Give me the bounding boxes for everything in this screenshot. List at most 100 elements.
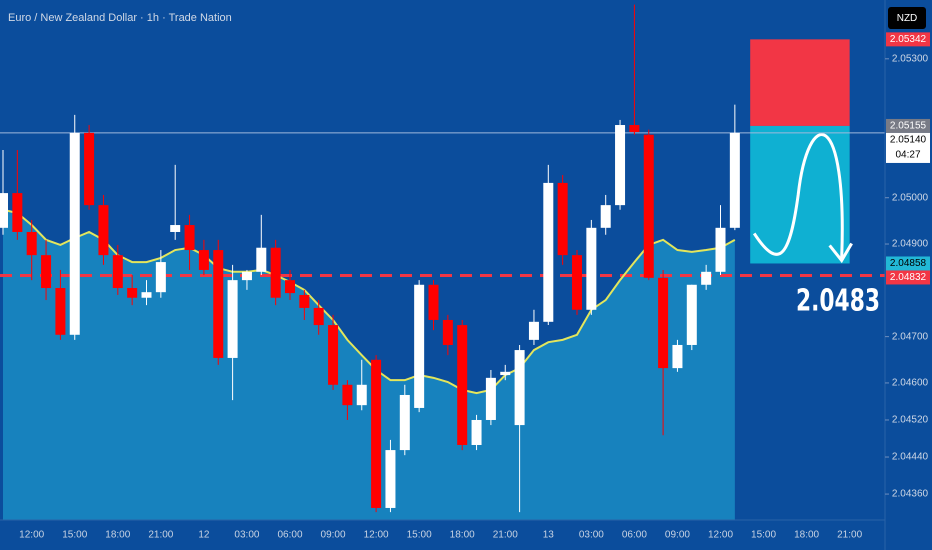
- candle-body: [112, 255, 123, 289]
- x-tick-label: 21:00: [148, 530, 173, 541]
- x-tick-label: 13: [543, 530, 555, 541]
- target-zone: [750, 125, 850, 264]
- candle-body: [241, 271, 252, 281]
- candle-body: [485, 377, 496, 420]
- price-tag: [886, 32, 930, 47]
- candle-body: [543, 182, 554, 322]
- candle-body: [69, 132, 80, 335]
- y-tick-label: 2.05000: [892, 192, 929, 203]
- candle-body: [55, 288, 66, 335]
- y-tick-label: 2.04520: [892, 415, 929, 426]
- x-tick-label: 06:00: [277, 530, 302, 541]
- candle-body: [572, 255, 582, 310]
- candle-body: [342, 384, 353, 406]
- candle-body: [615, 125, 626, 206]
- x-tick-label: 12: [198, 530, 210, 541]
- candle-body: [285, 280, 295, 294]
- price-tag: [886, 118, 930, 133]
- x-tick-label: 12:00: [708, 530, 733, 541]
- currency-button[interactable]: [888, 7, 926, 29]
- projection-arrowhead: [828, 242, 853, 264]
- candle-body: [385, 450, 396, 508]
- projection-arrow: [752, 133, 844, 259]
- candle-body: [170, 225, 181, 232]
- candle-body: [256, 247, 267, 272]
- candle-body: [629, 125, 640, 132]
- y-tick-label: 2.04900: [892, 239, 929, 250]
- candle-body: [715, 227, 726, 272]
- candle-body: [528, 321, 539, 340]
- x-tick-label: 09:00: [665, 530, 690, 541]
- candle-body: [672, 344, 683, 369]
- candle-body: [184, 225, 195, 251]
- currency-label[interactable]: NZD: [897, 13, 918, 24]
- candle-body: [141, 292, 152, 298]
- plot-area: [0, 4, 885, 520]
- x-tick-label: 21:00: [493, 530, 518, 541]
- price-tag: [886, 132, 930, 163]
- candle-body: [98, 205, 109, 256]
- y-tick-label: 2.04360: [892, 489, 929, 500]
- ma-line: [2, 208, 736, 395]
- x-tick-label: 18:00: [105, 530, 130, 541]
- price-tag-label: 2.04832: [890, 272, 927, 283]
- ma-area: [3, 209, 735, 520]
- countdown: 04:27: [895, 150, 920, 161]
- candle-body: [658, 277, 669, 369]
- stop-zone: [750, 39, 850, 126]
- price-tag-label: 2.05342: [890, 34, 927, 45]
- price-tag-label: 2.05140: [890, 135, 927, 146]
- candle-body: [12, 193, 23, 232]
- candle-body: [198, 250, 209, 270]
- x-tick-label: 15:00: [751, 530, 776, 541]
- candle-body: [399, 394, 410, 451]
- candle-body: [299, 294, 310, 308]
- candle-body: [686, 284, 697, 345]
- candle-body: [500, 371, 511, 376]
- x-tick-label: 12:00: [19, 530, 44, 541]
- candle-body: [514, 350, 525, 426]
- candle-body: [414, 284, 425, 408]
- candle-body: [26, 231, 37, 256]
- x-tick-label: 12:00: [364, 530, 389, 541]
- y-tick-label: 2.04440: [892, 452, 929, 463]
- candle-body: [127, 288, 138, 298]
- candle-body: [227, 280, 238, 358]
- candle-body: [0, 193, 8, 228]
- candle-body: [356, 384, 367, 406]
- candle-body: [643, 134, 654, 278]
- x-tick-label: 06:00: [622, 530, 647, 541]
- y-tick-label: 2.05300: [892, 53, 929, 64]
- annotation: 2.0483: [796, 284, 880, 319]
- y-tick-label: 2.04600: [892, 378, 929, 389]
- price-tag-label: 2.05155: [890, 121, 927, 132]
- candle-body: [371, 359, 382, 508]
- candle-body: [442, 319, 453, 345]
- candle-body: [557, 182, 568, 256]
- x-tick-label: 15:00: [407, 530, 432, 541]
- candle-body: [155, 262, 166, 293]
- x-tick-label: 21:00: [837, 530, 862, 541]
- y-tick-label: 2.04700: [892, 331, 929, 342]
- x-tick-label: 18:00: [450, 530, 475, 541]
- chart-title: Euro / New Zealand Dollar · 1h · Trade N…: [8, 12, 232, 24]
- candle-body: [701, 271, 712, 285]
- x-tick-label: 09:00: [321, 530, 346, 541]
- x-tick-label: 03:00: [234, 530, 259, 541]
- candle-body: [600, 205, 611, 228]
- price-tag-label: 2.04858: [890, 258, 927, 269]
- candle-body: [328, 325, 339, 385]
- price-tag: [886, 256, 930, 271]
- candle-body: [457, 325, 468, 445]
- candle-body: [313, 307, 324, 326]
- candle-body: [84, 132, 95, 206]
- x-tick-label: 15:00: [62, 530, 87, 541]
- candle-body: [213, 250, 224, 358]
- candle-body: [41, 255, 52, 289]
- x-tick-label: 18:00: [794, 530, 819, 541]
- candle-body: [729, 132, 740, 228]
- candle-body: [428, 284, 439, 320]
- price-tag: [886, 270, 930, 285]
- candle-body: [471, 419, 482, 445]
